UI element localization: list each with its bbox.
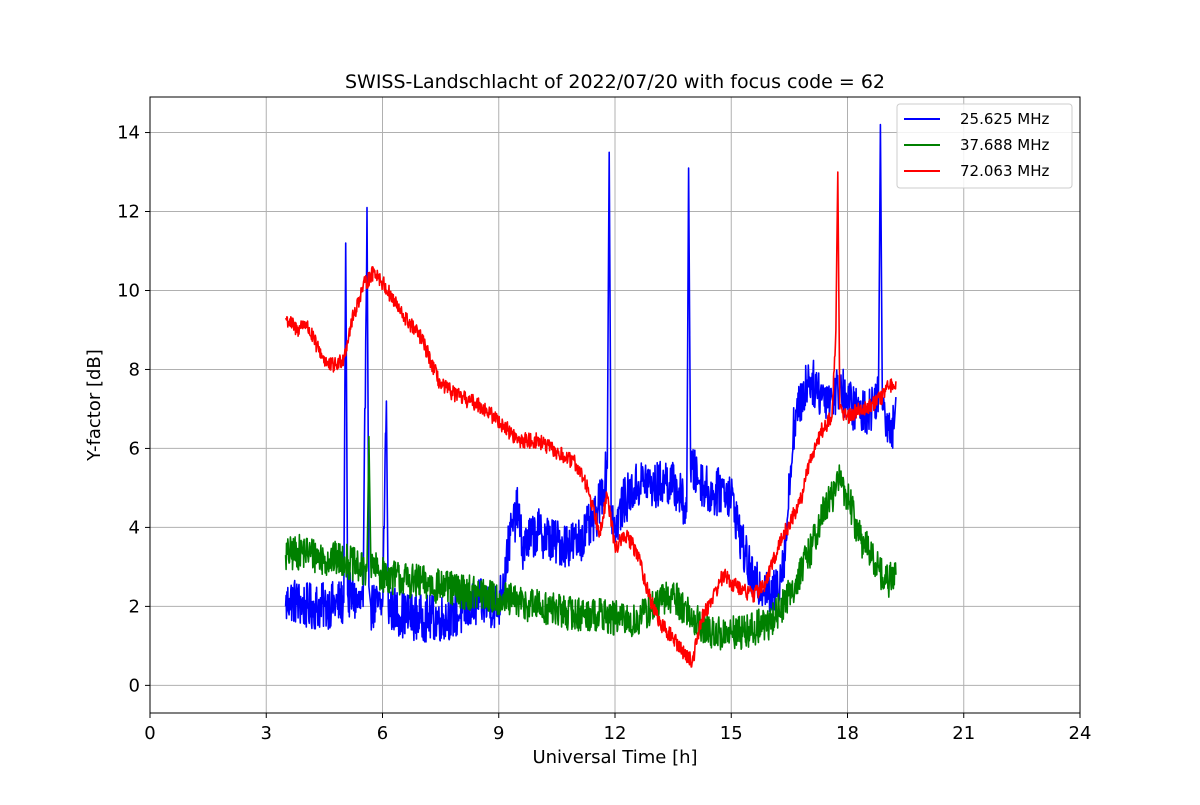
x-tick-label: 12: [604, 723, 627, 744]
legend-box: [896, 103, 1073, 189]
series-line-1: [284, 123, 897, 643]
y-tick-label: 0: [129, 675, 140, 696]
legend-label: 72.063 MHz: [960, 162, 1049, 180]
chart-title: SWISS-Landschlacht of 2022/07/20 with fo…: [345, 71, 885, 93]
y-tick-label: 12: [117, 202, 140, 223]
y-tick-label: 6: [129, 438, 140, 459]
y-tick-label: 8: [129, 359, 140, 380]
x-tick-label: 24: [1069, 723, 1092, 744]
x-tick-label: 0: [144, 723, 155, 744]
x-tick-label: 15: [720, 723, 743, 744]
x-tick-label: 21: [952, 723, 975, 744]
y-tick-label: 2: [129, 596, 140, 617]
series-layer: [284, 123, 897, 668]
x-tick-label: 9: [493, 723, 504, 744]
series-line-2: [284, 435, 897, 651]
x-tick-label: 6: [377, 723, 388, 744]
y-axis-label: Y-factor [dB]: [84, 349, 105, 462]
legend: 25.625 MHz 37.688 MHz 72.063 MHz: [896, 103, 1073, 189]
x-axis-label: Universal Time [h]: [532, 747, 697, 768]
y-tick-label: 14: [117, 123, 140, 144]
y-tick-label: 10: [117, 280, 140, 301]
x-tick-label: 3: [261, 723, 272, 744]
legend-label: 37.688 MHz: [960, 136, 1049, 154]
y-tick-label: 4: [129, 517, 140, 538]
series-line-3: [284, 171, 897, 668]
x-tick-label: 18: [836, 723, 859, 744]
legend-label: 25.625 MHz: [960, 110, 1049, 128]
